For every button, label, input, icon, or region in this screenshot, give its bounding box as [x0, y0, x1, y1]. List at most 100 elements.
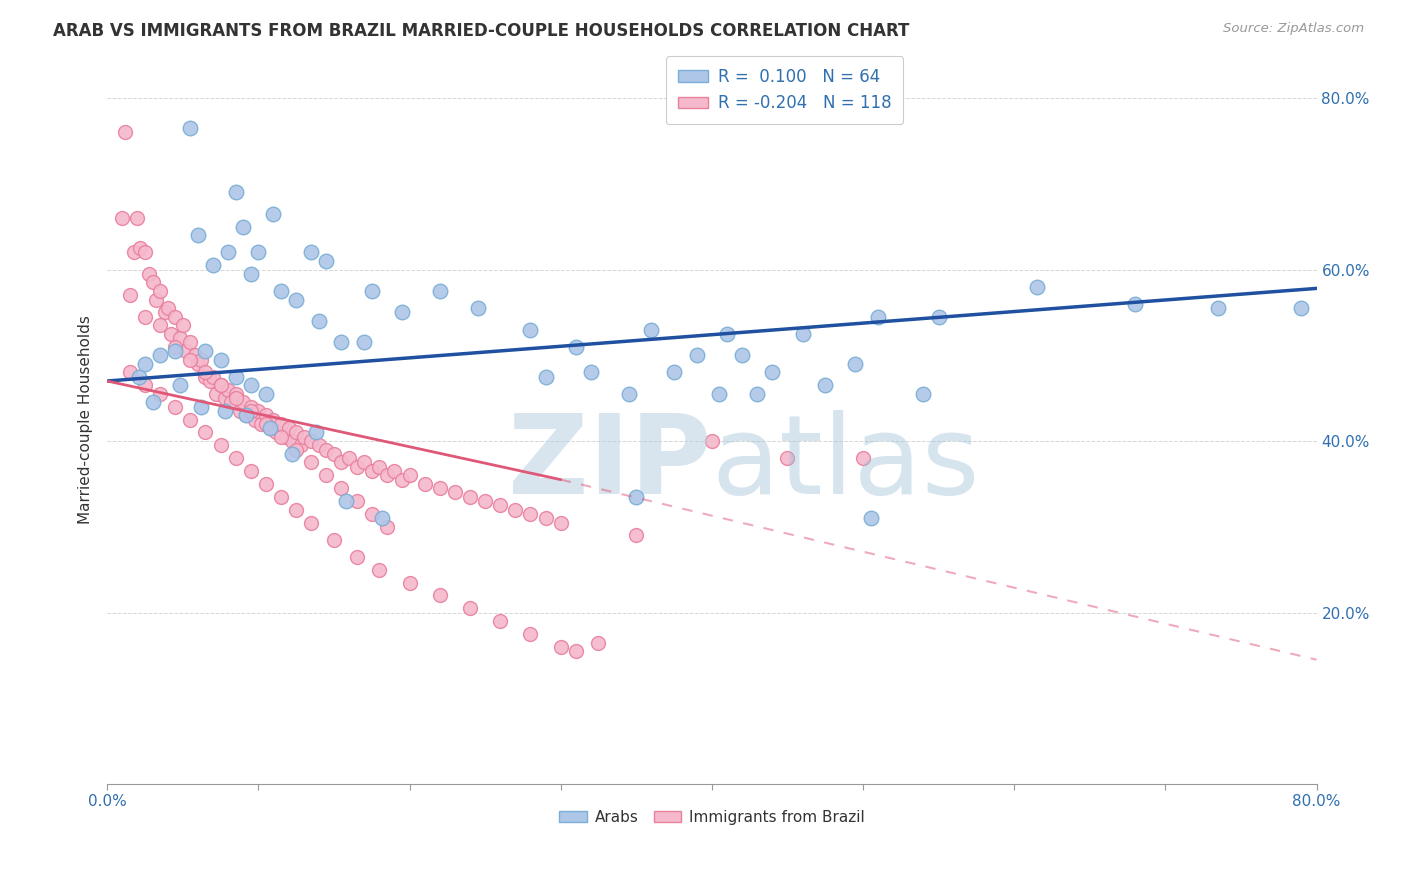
Point	[626, 528, 648, 542]
Point	[322, 447, 344, 461]
Point	[285, 293, 308, 307]
Point	[489, 499, 512, 513]
Point	[360, 507, 382, 521]
Point	[209, 378, 232, 392]
Point	[292, 430, 315, 444]
Point	[232, 395, 254, 409]
Point	[1206, 301, 1229, 315]
Text: Source: ZipAtlas.com: Source: ZipAtlas.com	[1223, 22, 1364, 36]
Point	[285, 425, 308, 440]
Point	[274, 430, 297, 444]
Point	[859, 511, 882, 525]
Point	[114, 125, 136, 139]
Point	[458, 601, 481, 615]
Point	[184, 348, 207, 362]
Point	[124, 245, 146, 260]
Point	[700, 434, 723, 448]
Point	[330, 335, 353, 350]
Point	[731, 348, 754, 362]
Point	[534, 369, 557, 384]
Point	[214, 404, 236, 418]
Point	[138, 267, 160, 281]
Text: ARAB VS IMMIGRANTS FROM BRAZIL MARRIED-COUPLE HOUSEHOLDS CORRELATION CHART: ARAB VS IMMIGRANTS FROM BRAZIL MARRIED-C…	[53, 22, 910, 40]
Point	[149, 348, 172, 362]
Point	[299, 434, 322, 448]
Point	[225, 186, 247, 200]
Point	[149, 284, 172, 298]
Point	[201, 258, 224, 272]
Point	[179, 412, 201, 426]
Point	[519, 322, 541, 336]
Point	[330, 481, 353, 495]
Point	[239, 404, 262, 418]
Point	[299, 516, 322, 530]
Point	[209, 378, 232, 392]
Point	[467, 301, 489, 315]
Point	[254, 387, 277, 401]
Point	[214, 391, 236, 405]
Point	[179, 352, 201, 367]
Point	[259, 421, 281, 435]
Point	[579, 366, 602, 380]
Point	[270, 490, 292, 504]
Point	[254, 477, 277, 491]
Point	[165, 310, 187, 324]
Point	[127, 211, 149, 225]
Point	[134, 310, 156, 324]
Point	[232, 219, 254, 234]
Point	[290, 438, 312, 452]
Point	[384, 464, 406, 478]
Text: ZIP: ZIP	[509, 409, 711, 516]
Point	[391, 305, 413, 319]
Point	[239, 464, 262, 478]
Point	[305, 425, 328, 440]
Point	[353, 455, 375, 469]
Point	[239, 400, 262, 414]
Point	[330, 455, 353, 469]
Point	[174, 343, 197, 358]
Point	[128, 369, 150, 384]
Point	[299, 245, 322, 260]
Y-axis label: Married-couple Households: Married-couple Households	[79, 315, 93, 524]
Point	[371, 511, 394, 525]
Point	[235, 409, 257, 423]
Point	[375, 468, 398, 483]
Point	[662, 366, 685, 380]
Point	[299, 455, 322, 469]
Point	[134, 357, 156, 371]
Point	[315, 468, 337, 483]
Point	[315, 254, 337, 268]
Point	[368, 459, 391, 474]
Point	[247, 245, 270, 260]
Point	[353, 335, 375, 350]
Point	[194, 366, 217, 380]
Point	[346, 459, 368, 474]
Point	[254, 417, 277, 431]
Point	[489, 614, 512, 628]
Point	[398, 468, 420, 483]
Point	[534, 511, 557, 525]
Point	[262, 412, 284, 426]
Point	[217, 245, 239, 260]
Point	[519, 627, 541, 641]
Point	[259, 421, 281, 435]
Point	[335, 494, 357, 508]
Point	[429, 588, 451, 602]
Point	[145, 293, 167, 307]
Point	[1025, 279, 1047, 293]
Point	[368, 563, 391, 577]
Point	[429, 481, 451, 495]
Point	[280, 447, 302, 461]
Point	[270, 430, 292, 444]
Point	[928, 310, 950, 324]
Point	[413, 477, 436, 491]
Point	[225, 391, 247, 405]
Point	[505, 502, 527, 516]
Point	[194, 343, 217, 358]
Point	[266, 425, 288, 440]
Point	[315, 442, 337, 457]
Point	[190, 352, 212, 367]
Point	[209, 352, 232, 367]
Point	[179, 335, 201, 350]
Point	[225, 387, 247, 401]
